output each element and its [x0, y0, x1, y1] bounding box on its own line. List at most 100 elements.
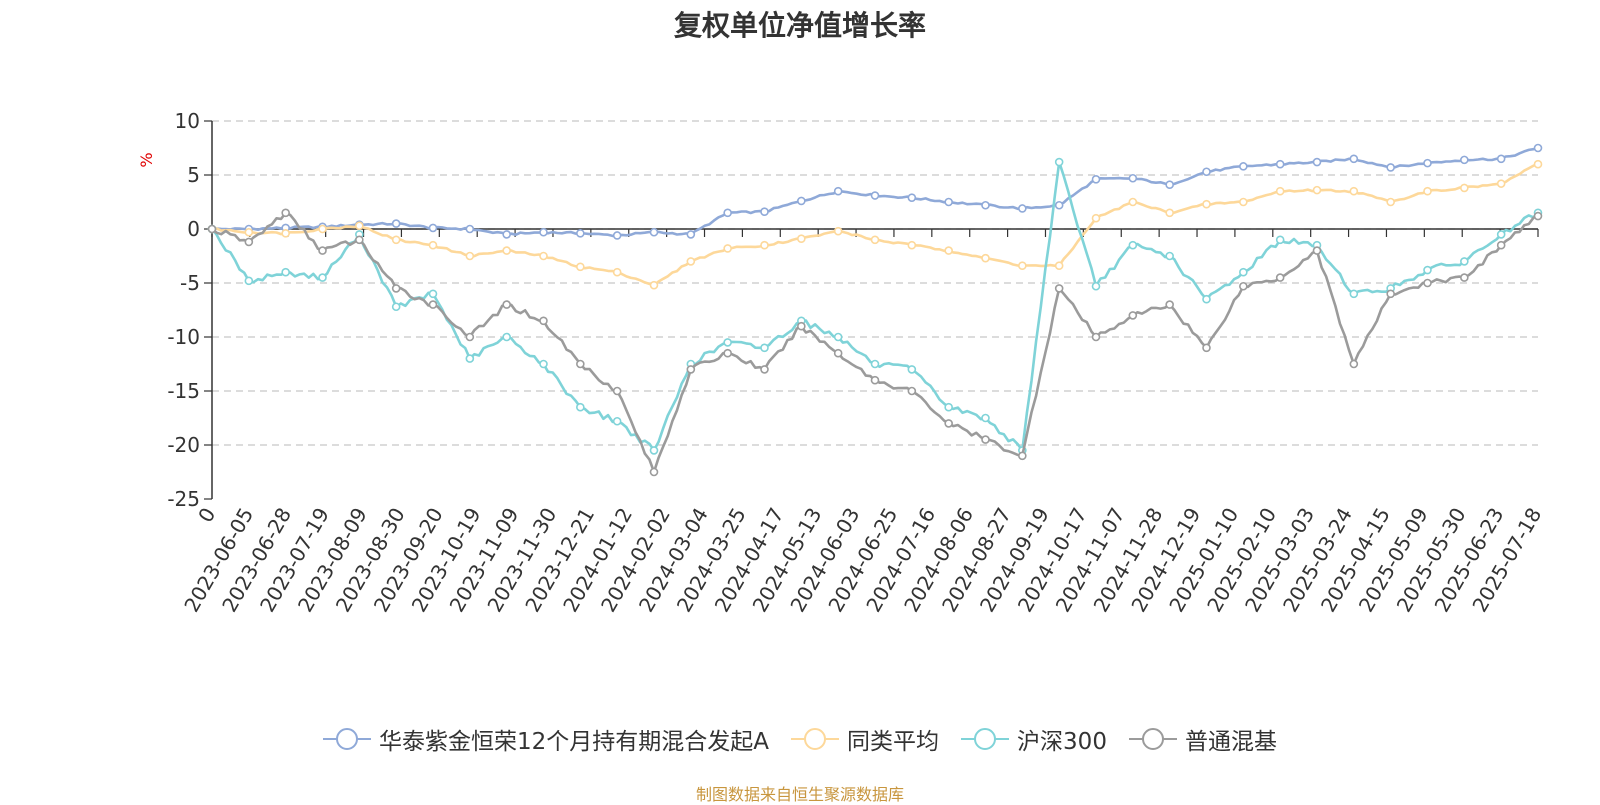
data-point	[428, 300, 438, 309]
data-point	[686, 230, 696, 239]
data-point	[907, 365, 917, 374]
data-point	[686, 365, 696, 374]
data-point	[1275, 159, 1285, 169]
data-point	[833, 332, 843, 342]
data-point	[612, 416, 622, 426]
legend-item[interactable]: 华泰紫金恒荣12个月持有期混合发起A	[323, 722, 769, 756]
data-point	[1275, 186, 1285, 196]
data-point	[1239, 162, 1248, 171]
data-point	[649, 446, 659, 455]
x-tick-label: 0	[193, 504, 220, 527]
data-point	[870, 191, 880, 200]
data-point	[1496, 240, 1506, 250]
data-point	[723, 348, 732, 358]
data-point	[576, 402, 585, 412]
data-point	[1202, 294, 1211, 304]
data-point	[870, 375, 880, 385]
data-point	[1386, 197, 1395, 207]
data-point	[355, 235, 364, 245]
data-point	[539, 316, 548, 326]
data-point	[1202, 199, 1211, 209]
y-tick-label: 0	[187, 217, 200, 241]
y-tick-label: 5	[187, 163, 200, 187]
data-point	[318, 273, 327, 282]
data-point	[465, 224, 475, 234]
data-point	[1239, 197, 1248, 207]
data-point	[1460, 273, 1469, 282]
legend-marker-icon	[961, 728, 1010, 750]
data-point	[981, 413, 990, 423]
data-point	[1165, 251, 1174, 261]
data-point	[539, 227, 548, 237]
data-point	[760, 343, 769, 353]
data-point	[1460, 155, 1469, 165]
data-point	[502, 300, 511, 309]
data-point	[1091, 213, 1101, 223]
data-point	[981, 200, 990, 210]
data-point	[907, 386, 917, 396]
series-layer	[207, 143, 1543, 477]
data-point	[539, 251, 548, 261]
data-point	[907, 240, 917, 250]
data-point	[465, 354, 475, 363]
data-point	[760, 207, 769, 217]
legend-item[interactable]: 同类平均	[791, 722, 939, 756]
data-point	[281, 267, 290, 277]
data-point	[1386, 289, 1395, 299]
data-point	[612, 231, 622, 240]
data-point	[465, 251, 475, 261]
data-point	[649, 280, 659, 290]
data-point	[1460, 183, 1469, 193]
data-point	[1128, 173, 1138, 183]
data-source-note: 制图数据来自恒生聚源数据库	[695, 785, 904, 804]
axis-layer	[204, 120, 1539, 500]
data-point	[1312, 185, 1322, 195]
data-point	[1128, 197, 1138, 207]
data-point	[1054, 284, 1064, 293]
data-point	[944, 402, 953, 412]
data-point	[281, 229, 290, 238]
data-point	[1054, 261, 1064, 271]
series-line	[210, 160, 1539, 452]
data-point	[833, 348, 843, 358]
data-point	[281, 208, 290, 218]
data-point	[981, 253, 990, 263]
data-point	[1460, 257, 1469, 266]
data-point	[649, 227, 659, 237]
data-point	[318, 224, 327, 234]
data-point	[1349, 289, 1359, 299]
data-point	[1423, 186, 1432, 196]
data-point	[1312, 157, 1322, 167]
data-point	[760, 365, 769, 374]
data-point	[649, 467, 659, 477]
legend-label: 普通混基	[1184, 729, 1277, 755]
data-point	[1423, 278, 1432, 288]
data-point	[391, 284, 401, 293]
legend-item[interactable]: 沪深300	[961, 722, 1107, 756]
data-point	[391, 302, 401, 312]
data-point	[907, 193, 917, 202]
data-point	[1165, 300, 1174, 309]
legend-label: 华泰紫金恒荣12个月持有期混合发起A	[379, 729, 770, 755]
legend-marker-icon	[323, 728, 372, 750]
data-point	[723, 338, 732, 347]
data-point	[981, 435, 990, 444]
legend-item[interactable]: 普通混基	[1128, 722, 1277, 756]
data-point	[1202, 167, 1211, 177]
data-point	[502, 332, 511, 342]
y-tick-label: 10	[175, 109, 200, 133]
data-point	[612, 386, 622, 396]
data-point	[428, 223, 438, 233]
data-point	[1018, 451, 1027, 461]
y-tick-label: -10	[167, 325, 200, 349]
y-tick-label: -20	[167, 433, 200, 457]
data-point	[723, 244, 732, 253]
data-point	[244, 276, 254, 286]
data-point	[1275, 235, 1285, 245]
data-point	[318, 246, 327, 255]
data-point	[576, 359, 585, 369]
data-point	[1533, 159, 1543, 169]
data-point	[1312, 246, 1322, 255]
data-point	[797, 234, 806, 244]
y-axis-label: %	[137, 152, 156, 167]
